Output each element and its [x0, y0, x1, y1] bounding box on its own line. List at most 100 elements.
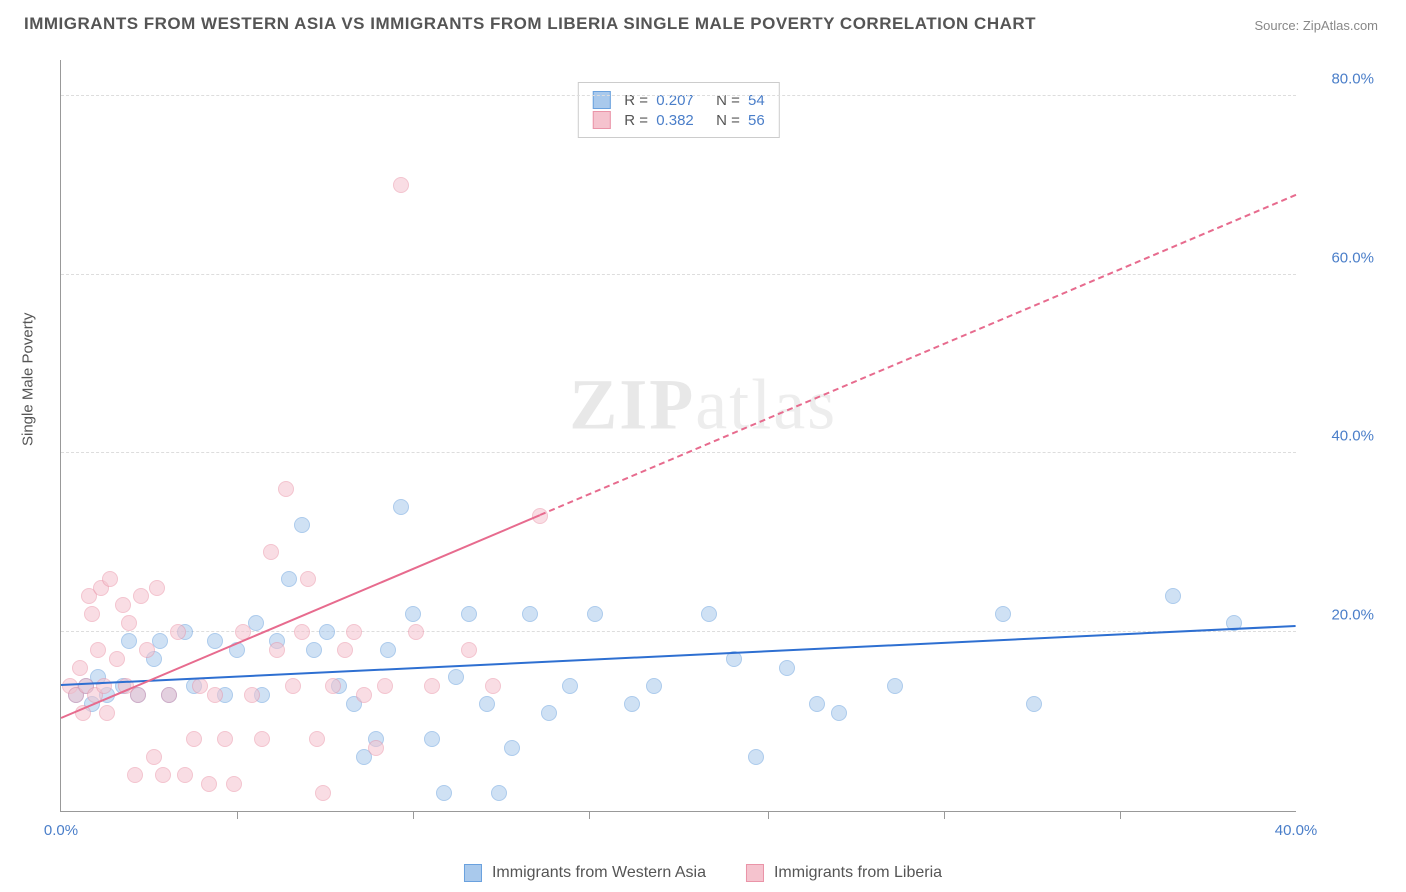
scatter-point: [424, 731, 440, 747]
legend-swatch: [464, 864, 482, 882]
scatter-point: [115, 597, 131, 613]
x-tick-label: 0.0%: [44, 822, 78, 839]
scatter-point: [522, 606, 538, 622]
correlation-stats-box: R = 0.207 N = 54R = 0.382 N = 56: [577, 82, 779, 138]
gridline-h: [61, 95, 1296, 96]
y-tick-label: 20.0%: [1331, 607, 1374, 624]
scatter-point: [201, 776, 217, 792]
scatter-point: [269, 642, 285, 658]
scatter-point: [263, 544, 279, 560]
x-tick: [1120, 811, 1121, 819]
scatter-point: [1165, 588, 1181, 604]
scatter-point: [161, 687, 177, 703]
scatter-point: [294, 517, 310, 533]
scatter-point: [186, 731, 202, 747]
scatter-point: [377, 678, 393, 694]
scatter-point: [562, 678, 578, 694]
scatter-point: [177, 767, 193, 783]
source-attribution: Source: ZipAtlas.com: [1254, 18, 1378, 33]
scatter-point: [831, 705, 847, 721]
scatter-point: [133, 588, 149, 604]
scatter-point: [99, 705, 115, 721]
scatter-point: [84, 606, 100, 622]
scatter-point: [130, 687, 146, 703]
scatter-point: [207, 633, 223, 649]
scatter-point: [139, 642, 155, 658]
scatter-point: [485, 678, 501, 694]
n-value: 56: [748, 112, 765, 129]
scatter-point: [319, 624, 335, 640]
scatter-point: [491, 785, 507, 801]
legend-item: Immigrants from Western Asia: [464, 864, 706, 882]
scatter-point: [90, 642, 106, 658]
plot-area: ZIPatlas R = 0.207 N = 54R = 0.382 N = 5…: [60, 60, 1296, 812]
scatter-point: [325, 678, 341, 694]
watermark-light: atlas: [695, 365, 837, 445]
scatter-point: [146, 749, 162, 765]
r-label: R = 0.382: [624, 112, 693, 129]
scatter-point: [294, 624, 310, 640]
scatter-point: [809, 696, 825, 712]
x-tick: [413, 811, 414, 819]
scatter-point: [254, 731, 270, 747]
scatter-point: [285, 678, 301, 694]
scatter-point: [541, 705, 557, 721]
gridline-h: [61, 452, 1296, 453]
scatter-point: [306, 642, 322, 658]
legend-item: Immigrants from Liberia: [746, 864, 942, 882]
scatter-point: [393, 177, 409, 193]
x-tick: [944, 811, 945, 819]
scatter-point: [887, 678, 903, 694]
scatter-point: [1026, 696, 1042, 712]
scatter-point: [995, 606, 1011, 622]
scatter-point: [368, 740, 384, 756]
scatter-point: [149, 580, 165, 596]
scatter-point: [701, 606, 717, 622]
legend-label: Immigrants from Liberia: [774, 864, 942, 882]
scatter-point: [309, 731, 325, 747]
series-swatch: [592, 111, 610, 129]
scatter-point: [102, 571, 118, 587]
n-label: N = 56: [708, 112, 765, 129]
legend-label: Immigrants from Western Asia: [492, 864, 706, 882]
scatter-point: [504, 740, 520, 756]
scatter-point: [393, 499, 409, 515]
y-tick-label: 80.0%: [1331, 70, 1374, 87]
y-tick-label: 40.0%: [1331, 428, 1374, 445]
scatter-point: [337, 642, 353, 658]
scatter-point: [281, 571, 297, 587]
legend-swatch: [746, 864, 764, 882]
scatter-point: [779, 660, 795, 676]
scatter-point: [155, 767, 171, 783]
scatter-point: [121, 633, 137, 649]
y-tick-label: 60.0%: [1331, 249, 1374, 266]
scatter-point: [380, 642, 396, 658]
scatter-point: [356, 687, 372, 703]
watermark-bold: ZIP: [569, 365, 695, 445]
chart-title: IMMIGRANTS FROM WESTERN ASIA VS IMMIGRAN…: [24, 14, 1036, 34]
scatter-point: [405, 606, 421, 622]
scatter-point: [479, 696, 495, 712]
y-axis-label: Single Male Poverty: [20, 313, 37, 446]
scatter-point: [448, 669, 464, 685]
scatter-point: [424, 678, 440, 694]
scatter-point: [121, 615, 137, 631]
scatter-point: [96, 678, 112, 694]
scatter-point: [278, 481, 294, 497]
x-tick: [237, 811, 238, 819]
scatter-point: [207, 687, 223, 703]
scatter-point: [587, 606, 603, 622]
stats-row: R = 0.382 N = 56: [592, 111, 764, 129]
scatter-point: [72, 660, 88, 676]
scatter-point: [300, 571, 316, 587]
series-legend: Immigrants from Western Asia Immigrants f…: [464, 864, 942, 882]
scatter-point: [436, 785, 452, 801]
chart-container: Single Male Poverty ZIPatlas R = 0.207 N…: [40, 40, 1386, 852]
scatter-point: [244, 687, 260, 703]
scatter-point: [109, 651, 125, 667]
scatter-point: [170, 624, 186, 640]
scatter-point: [748, 749, 764, 765]
scatter-point: [226, 776, 242, 792]
scatter-point: [192, 678, 208, 694]
x-tick: [589, 811, 590, 819]
